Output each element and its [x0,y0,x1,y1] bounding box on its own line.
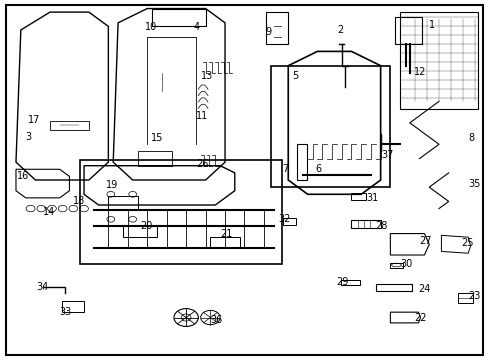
Text: 5: 5 [291,71,298,81]
Text: 21: 21 [220,229,232,239]
Text: 23: 23 [467,291,480,301]
Bar [340,280,360,285]
Text: 35: 35 [467,179,480,189]
Text: 28: 28 [374,221,386,231]
Bar [389,262,402,267]
Text: 29: 29 [336,277,348,287]
Text: 15: 15 [151,133,163,143]
Bar [210,237,239,248]
Text: 26: 26 [196,159,208,169]
Text: 1: 1 [428,19,434,30]
Text: 17: 17 [28,115,40,125]
Text: 16: 16 [17,171,30,181]
Text: 2: 2 [336,25,343,35]
Bar [351,220,380,228]
Text: 31: 31 [366,193,378,203]
Text: 20: 20 [140,221,152,231]
Text: 13: 13 [201,71,213,81]
Bar [62,301,84,312]
Text: 24: 24 [418,284,430,294]
Text: 25: 25 [460,238,472,248]
Bar [80,160,282,264]
Text: 9: 9 [265,27,271,37]
Text: 22: 22 [414,312,427,323]
Bar [458,293,472,303]
Text: 8: 8 [467,133,473,143]
Bar [108,196,137,208]
Bar [394,18,421,44]
Bar [375,284,411,291]
Bar [351,193,366,200]
Text: 6: 6 [314,164,321,174]
Text: 11: 11 [196,111,208,121]
Text: 7: 7 [282,164,287,174]
Text: 33: 33 [60,307,72,317]
Text: 19: 19 [105,180,118,190]
Text: 37: 37 [381,150,393,160]
Bar [296,144,306,180]
Bar [271,66,389,187]
Text: 12: 12 [413,67,425,77]
Text: 4: 4 [193,22,199,32]
Text: 10: 10 [144,22,157,32]
Bar [283,217,295,225]
Text: 14: 14 [42,207,55,217]
Text: 30: 30 [399,259,411,269]
Text: 36: 36 [210,315,222,325]
Text: 18: 18 [73,197,85,206]
Text: 27: 27 [419,236,431,246]
Text: 3: 3 [25,132,31,142]
Text: 34: 34 [37,282,49,292]
Text: 32: 32 [278,214,290,224]
Bar [122,226,157,237]
